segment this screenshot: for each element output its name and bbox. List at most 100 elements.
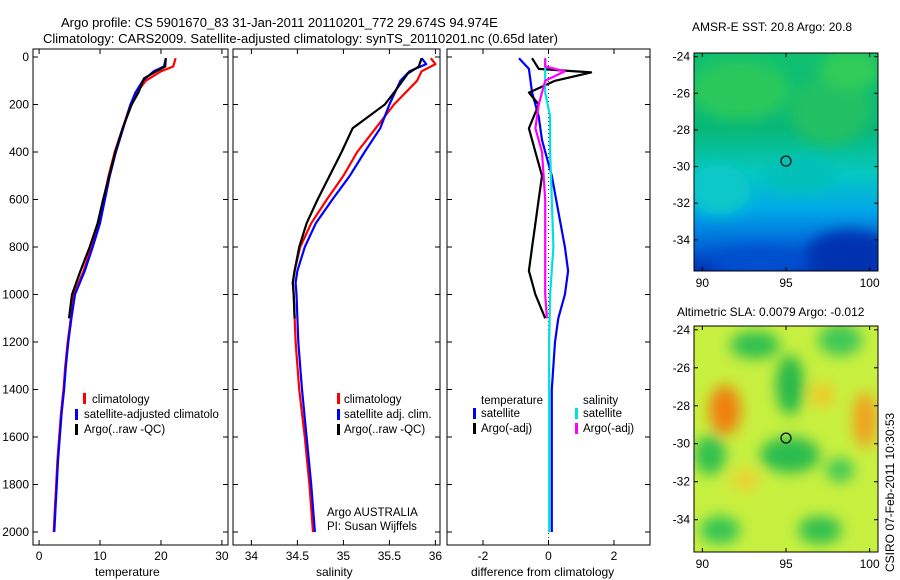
sst-warm-patch (694, 60, 790, 120)
map-y-tick-label: -28 (673, 399, 691, 413)
series-line-satellite-adjusted-climatolo (53, 57, 167, 533)
series-line-temperature-argo-adj- (527, 57, 593, 319)
x-tick-label: -2 (478, 549, 489, 563)
sla-low-patch (826, 458, 854, 482)
x-tick-label: 2 (611, 549, 618, 563)
depth-tick-label: 600 (9, 193, 29, 207)
series-line-climatology (291, 57, 437, 533)
legend-swatch-satellite (75, 409, 78, 420)
temperature-series-group (52, 57, 177, 533)
sst-argo-location-marker (780, 155, 792, 167)
sst-warm-patch (820, 53, 878, 90)
legend-label-satellite: satellite-adjusted climatolo (84, 409, 219, 421)
x-tick-label: 30 (215, 549, 229, 563)
sla-heatmap (694, 326, 878, 552)
x-tick-label: 34.5 (286, 549, 310, 563)
legend-label-climatology: climatology (92, 394, 150, 406)
sst-map-title: AMSR-E SST: 20.8 Argo: 20.8 (692, 20, 852, 34)
legend-label-temp-argo: Argo(-adj) (481, 423, 532, 435)
sla-high-patch (709, 385, 741, 435)
legend-label-sal-argo: Argo(-adj) (583, 423, 634, 435)
sla-tick-group: 90 95 100 -24 -26 -28 -30 -32 -34 (673, 323, 880, 571)
salinity-legend: climatology satellite adj. clim. Argo(..… (327, 393, 432, 533)
argo-program-annotation: Argo AUSTRALIA (327, 507, 418, 519)
temperature-axes (32, 48, 229, 546)
map-x-tick-label: 100 (860, 276, 880, 290)
legend-label-satellite: satellite adj. clim. (344, 409, 432, 421)
sla-low-patch (776, 355, 804, 415)
sla-low-patch (694, 435, 726, 475)
map-y-tick-label: -26 (673, 361, 691, 375)
sla-argo-location-marker (780, 432, 792, 444)
legend-label-argo: Argo(..raw -QC) (84, 424, 165, 436)
legend-label-temp-satellite: satellite (481, 408, 520, 420)
salinity-xlabel: salinity (316, 565, 353, 579)
map-x-tick-label: 90 (696, 276, 710, 290)
legend-swatch-sal-argo (575, 423, 578, 434)
legend-swatch-argo (337, 424, 340, 435)
map-y-tick-label: -30 (673, 160, 691, 174)
legend-label-sal-satellite: satellite (583, 408, 622, 420)
sla-high-patch (731, 470, 759, 490)
legend-swatch-argo (75, 424, 78, 435)
map-x-tick-label: 90 (696, 557, 710, 571)
difference-series-group (518, 57, 593, 532)
pi-annotation: PI: Susan Wijffels (327, 521, 417, 533)
difference-xlabel: difference from climatology (471, 565, 614, 579)
depth-tick-label: 200 (9, 98, 29, 112)
sla-low-patch (730, 331, 780, 359)
depth-tick-label: 1600 (2, 430, 29, 444)
depth-tick-label: 1200 (2, 335, 29, 349)
series-line-salinity-satellite (544, 58, 555, 532)
x-tick-label: 36 (429, 549, 443, 563)
x-tick-label: 35 (337, 549, 351, 563)
sst-warm-patch (790, 75, 870, 145)
depth-tick-label: 1000 (2, 288, 29, 302)
map-y-tick-label: -32 (673, 475, 691, 489)
map-y-tick-label: -24 (673, 323, 691, 337)
figure-title-line2: Climatology: CARS2009. Satellite-adjuste… (43, 31, 558, 46)
map-x-tick-label: 100 (860, 557, 880, 571)
sla-low-patch (798, 516, 842, 544)
series-line-temperature-satellite (518, 57, 570, 532)
map-y-tick-label: -28 (673, 123, 691, 137)
legend-swatch-climatology (83, 393, 86, 404)
sla-low-patch (818, 326, 862, 356)
series-line-satellite-adj-clim- (294, 57, 428, 533)
map-y-tick-label: -34 (673, 233, 691, 247)
map-y-tick-label: -24 (673, 50, 691, 64)
depth-tick-label: 1400 (2, 383, 29, 397)
sla-high-patch (810, 383, 834, 407)
sst-tick-group: 90 95 100 -24 -26 -28 -30 -32 -34 (673, 50, 880, 290)
legend-label-argo: Argo(..raw -QC) (344, 424, 425, 436)
legend-label-climatology: climatology (344, 394, 402, 406)
x-tick-label: 35.5 (378, 549, 402, 563)
temperature-xlabel: temperature (95, 565, 160, 579)
sla-low-patch (700, 516, 740, 544)
legend-swatch-climatology (337, 393, 340, 404)
map-y-tick-label: -26 (673, 86, 691, 100)
map-y-tick-label: -32 (673, 196, 691, 210)
sla-map-title: Altimetric SLA: 0.0079 Argo: -0.012 (677, 305, 865, 319)
x-tick-label: 10 (93, 549, 107, 563)
depth-tick-label: 800 (9, 240, 29, 254)
sst-cool-patch (694, 165, 750, 215)
map-y-tick-label: -34 (673, 513, 691, 527)
tick-group: 0 10 20 30 34 34.5 35 35.5 36 -2 0 2020040060080010… (2, 49, 650, 563)
sla-low-patch (760, 437, 820, 473)
legend-swatch-sal-satellite (575, 408, 578, 419)
sst-cool-patch (765, 157, 835, 193)
x-tick-label: 0 (36, 549, 43, 563)
depth-tick-label: 2000 (2, 525, 29, 539)
temperature-legend: climatology satellite-adjusted climatolo… (75, 393, 219, 436)
csiro-timestamp: CSIRO 07-Feb-2011 10:30:53 (883, 412, 897, 572)
legend-swatch-satellite (337, 409, 340, 420)
legend-title-salinity: salinity (583, 395, 618, 407)
salinity-axes (232, 48, 441, 546)
depth-tick-label: 0 (22, 50, 29, 64)
x-tick-label: 20 (154, 549, 168, 563)
series-line-argo-raw-qc- (291, 57, 423, 319)
depth-tick-label: 400 (9, 145, 29, 159)
depth-tick-label: 1800 (2, 478, 29, 492)
